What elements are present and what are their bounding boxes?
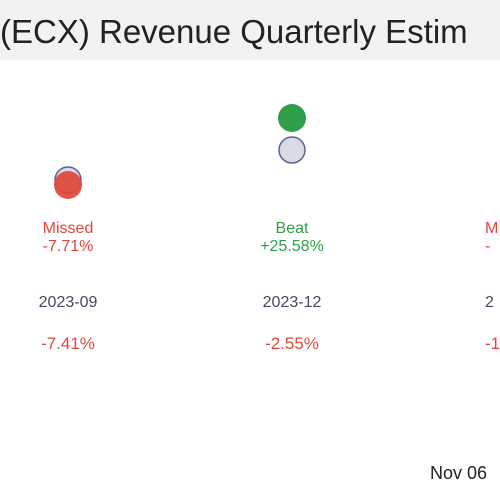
result-label: Beat — [276, 220, 309, 237]
period-label: 2023-12 — [263, 294, 322, 311]
surprise-label: - — [485, 238, 490, 255]
title-bar: (ECX) Revenue Quarterly Estim — [0, 0, 500, 60]
change-label: -2.55% — [265, 334, 319, 353]
surprise-label: -7.71% — [43, 238, 94, 255]
period-label: 2 — [485, 294, 494, 311]
surprise-label: +25.58% — [260, 238, 324, 255]
result-label: Missed — [43, 220, 94, 237]
result-label: M — [485, 220, 498, 237]
date-stamp: Nov 06 — [430, 463, 488, 483]
period-label: 2023-09 — [39, 294, 98, 311]
chart-title: (ECX) Revenue Quarterly Estim — [0, 13, 468, 50]
actual-dot — [278, 104, 306, 132]
actual-dot — [54, 171, 82, 199]
change-label: -1 — [485, 334, 500, 353]
estimate-dot — [278, 136, 306, 164]
change-label: -7.41% — [41, 334, 95, 353]
